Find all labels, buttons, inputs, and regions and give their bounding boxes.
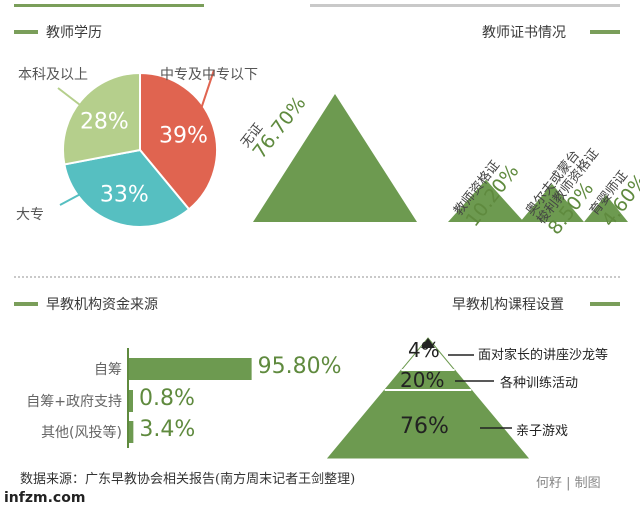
section-divider — [14, 276, 620, 278]
site-logo: infzm.com — [4, 490, 86, 506]
pie-category-label: 大专 — [16, 207, 44, 223]
pie-leader-line — [57, 87, 85, 109]
certificate-chart — [253, 94, 628, 222]
funding-category: 自筹+政府支持 — [26, 394, 122, 410]
designer-credit: 何籽 | 制图 — [536, 476, 601, 491]
pie-leader-line — [197, 69, 215, 119]
pie-slice-value: 33% — [100, 182, 149, 207]
pie-slice — [62, 71, 141, 166]
course-category: 亲子游戏 — [516, 424, 569, 439]
course-pyramid-tip — [421, 338, 435, 348]
certificate-mountain — [584, 194, 628, 222]
funding-value: 3.4% — [139, 417, 196, 442]
course-value: 76% — [400, 414, 449, 439]
course-pyramid-chart — [326, 337, 530, 459]
funding-bar — [129, 358, 252, 380]
pie-slice — [139, 71, 218, 211]
section-bar-certificate — [590, 30, 620, 34]
pie-leader-line — [59, 189, 89, 206]
funding-category: 其他(风投等) — [41, 425, 122, 441]
top-rule-left — [14, 4, 204, 7]
course-title: 早教机构课程设置 — [452, 297, 564, 313]
section-bar-funding — [14, 302, 38, 306]
funding-value: 0.8% — [139, 386, 195, 411]
pie-category-label: 本科及以上 — [18, 67, 88, 83]
certificate-mountain — [520, 183, 584, 222]
course-category: 各种训练活动 — [500, 376, 579, 391]
course-value: 20% — [400, 368, 445, 392]
funding-category: 自筹 — [94, 362, 122, 378]
course-category: 面对家长的讲座沙龙等 — [478, 348, 609, 363]
funding-value: 95.80% — [257, 354, 342, 379]
pie-category-label: 中专及中专以下 — [160, 67, 258, 83]
course-value: 4% — [408, 338, 440, 362]
top-rule-right — [310, 4, 620, 7]
section-bar-course — [590, 302, 620, 306]
certificate-mountain — [448, 179, 524, 222]
pie-slice — [63, 148, 191, 228]
pie-slice-value: 28% — [80, 110, 129, 135]
funding-bar-chart — [127, 348, 252, 448]
certificate-mountain — [253, 94, 417, 222]
section-bar-education — [14, 30, 38, 34]
data-source-note: 数据来源：广东早教协会相关报告(南方周末记者王剑整理) — [20, 472, 356, 487]
pie-slice-value: 39% — [159, 123, 208, 148]
funding-bar — [129, 390, 133, 412]
funding-title: 早教机构资金来源 — [46, 297, 158, 313]
education-pie-chart: 39% 33% 28% — [57, 69, 218, 228]
funding-bar — [129, 421, 134, 443]
education-title: 教师学历 — [46, 25, 102, 41]
certificate-title: 教师证书情况 — [482, 25, 566, 41]
